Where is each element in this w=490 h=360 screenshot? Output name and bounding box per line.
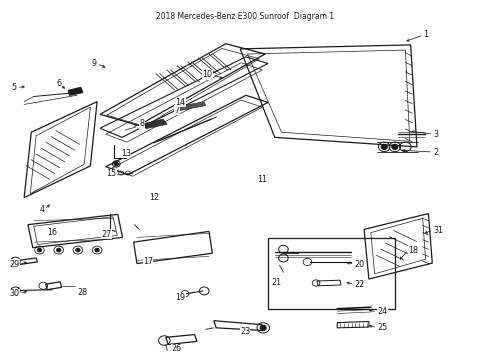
- Text: 5: 5: [12, 83, 17, 92]
- Text: 21: 21: [271, 279, 281, 288]
- Text: 9: 9: [92, 59, 97, 68]
- Text: 23: 23: [240, 327, 250, 336]
- Text: 16: 16: [47, 228, 57, 237]
- Text: 25: 25: [377, 323, 387, 332]
- Text: 7: 7: [174, 106, 179, 115]
- Circle shape: [57, 248, 61, 252]
- Text: 11: 11: [257, 175, 267, 184]
- Text: 2: 2: [433, 148, 439, 157]
- Text: 17: 17: [143, 257, 153, 266]
- Text: 19: 19: [175, 293, 185, 302]
- Text: 29: 29: [9, 260, 19, 269]
- Text: 3: 3: [433, 130, 438, 139]
- Circle shape: [76, 248, 80, 252]
- Text: 2018 Mercedes-Benz E300 Sunroof  Diagram 1: 2018 Mercedes-Benz E300 Sunroof Diagram …: [156, 13, 334, 22]
- Polygon shape: [142, 119, 167, 129]
- Text: 18: 18: [408, 246, 418, 255]
- Text: 28: 28: [77, 288, 88, 297]
- Text: 30: 30: [9, 289, 19, 298]
- Text: 24: 24: [377, 307, 387, 316]
- Text: 15: 15: [106, 169, 117, 178]
- Text: 31: 31: [433, 226, 443, 235]
- Text: 20: 20: [354, 260, 365, 269]
- Text: 10: 10: [202, 70, 212, 79]
- Text: 22: 22: [354, 280, 365, 289]
- Text: 1: 1: [424, 31, 429, 40]
- Polygon shape: [175, 102, 206, 111]
- Text: 4: 4: [39, 205, 44, 214]
- Circle shape: [392, 144, 398, 149]
- Circle shape: [260, 325, 266, 330]
- Text: 12: 12: [148, 193, 159, 202]
- Text: 8: 8: [139, 120, 144, 129]
- Circle shape: [381, 144, 387, 149]
- Text: 14: 14: [175, 98, 185, 107]
- Text: 6: 6: [56, 79, 61, 88]
- Circle shape: [38, 248, 41, 252]
- Text: 13: 13: [121, 149, 131, 158]
- Circle shape: [95, 248, 99, 252]
- Circle shape: [114, 162, 118, 166]
- Text: 27: 27: [101, 230, 112, 239]
- Text: 26: 26: [172, 344, 182, 353]
- Polygon shape: [68, 87, 83, 95]
